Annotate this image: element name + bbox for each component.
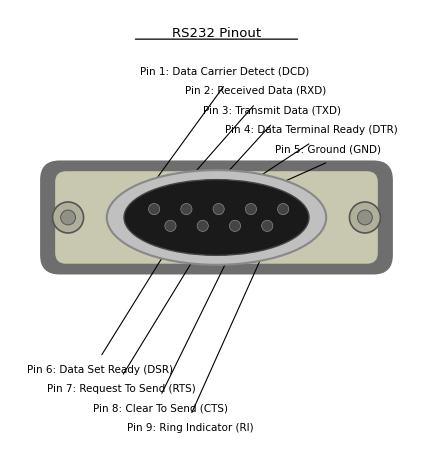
Circle shape	[149, 203, 160, 215]
Text: Pin 2: Received Data (RXD): Pin 2: Received Data (RXD)	[184, 86, 326, 96]
Text: Pin 5: Ground (GND): Pin 5: Ground (GND)	[275, 144, 381, 154]
Ellipse shape	[107, 170, 326, 265]
FancyBboxPatch shape	[40, 161, 393, 274]
Circle shape	[213, 203, 224, 215]
Text: Pin 3: Transmit Data (TXD): Pin 3: Transmit Data (TXD)	[204, 105, 342, 115]
Text: RS232 Pinout: RS232 Pinout	[172, 27, 261, 40]
Circle shape	[349, 202, 381, 233]
Text: Pin 6: Data Set Ready (DSR): Pin 6: Data Set Ready (DSR)	[27, 365, 173, 375]
Text: Pin 7: Request To Send (RTS): Pin 7: Request To Send (RTS)	[48, 384, 196, 394]
Text: Pin 1: Data Carrier Detect (DCD): Pin 1: Data Carrier Detect (DCD)	[140, 67, 310, 76]
Circle shape	[181, 203, 192, 215]
Text: Pin 8: Clear To Send (CTS): Pin 8: Clear To Send (CTS)	[93, 404, 228, 414]
Text: Pin 9: Ring Indicator (RI): Pin 9: Ring Indicator (RI)	[127, 423, 254, 433]
Ellipse shape	[124, 180, 309, 255]
Circle shape	[165, 220, 176, 231]
Circle shape	[197, 220, 208, 231]
FancyBboxPatch shape	[55, 171, 378, 264]
Circle shape	[246, 203, 256, 215]
Circle shape	[278, 203, 289, 215]
Circle shape	[229, 220, 241, 231]
Circle shape	[262, 220, 273, 231]
Circle shape	[61, 210, 75, 225]
Text: Pin 4: Data Terminal Ready (DTR): Pin 4: Data Terminal Ready (DTR)	[225, 125, 397, 135]
Circle shape	[52, 202, 84, 233]
Circle shape	[358, 210, 372, 225]
